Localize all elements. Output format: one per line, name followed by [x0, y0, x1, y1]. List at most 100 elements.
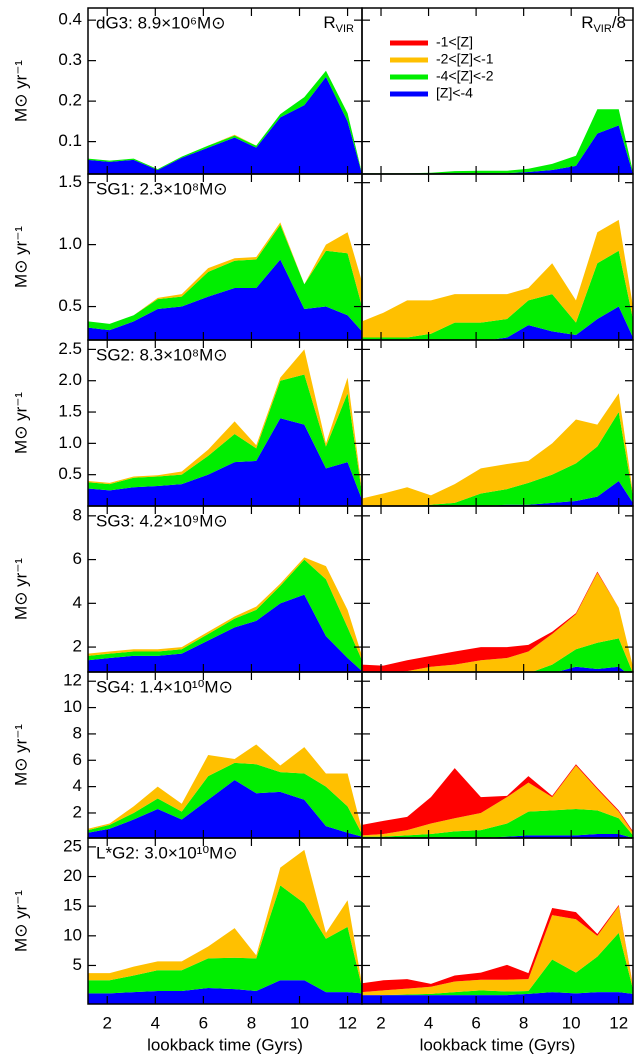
radius-label: RVIR: [323, 13, 354, 34]
area-band: [88, 76, 362, 174]
area-band: [362, 125, 633, 174]
x-tick-label: 2: [102, 1013, 111, 1032]
area-band: [362, 764, 633, 836]
plot-area: [362, 904, 633, 1004]
area-band: [556, 666, 626, 672]
area-band: [88, 885, 362, 994]
radius-tail: /8: [612, 13, 626, 32]
x-tick-label: 8: [247, 1013, 256, 1032]
y-tick-label: 1.5: [58, 172, 82, 191]
y-tick-label: 0.4: [58, 10, 82, 29]
x-tick-label: 8: [519, 1013, 528, 1032]
plot-area: [88, 222, 362, 340]
y-tick-label: 20: [63, 866, 82, 885]
y-tick-label: 2: [73, 637, 82, 656]
x-tick-label: 4: [424, 1013, 433, 1032]
area-band: [362, 571, 633, 672]
x-axis-label: lookback time (Gyrs): [147, 1035, 303, 1054]
panel-title: SG1: 2.3×10⁸M⊙: [96, 179, 228, 198]
area-band: [362, 219, 633, 338]
x-tick-label: 4: [151, 1013, 160, 1032]
legend-label: -2<[Z]<-1: [436, 51, 494, 67]
y-tick-label: 0.5: [58, 464, 82, 483]
y-tick-label: 8: [73, 505, 82, 524]
area-band: [362, 412, 633, 506]
y-tick-label: 0.1: [58, 131, 82, 150]
area-band: [397, 572, 633, 672]
area-band: [88, 224, 362, 332]
y-tick-label: 2: [73, 802, 82, 821]
x-tick-label: 6: [471, 1013, 480, 1032]
plot-area: [362, 571, 633, 672]
legend-label: -1<[Z]: [436, 34, 473, 50]
y-tick-label: 8: [73, 723, 82, 742]
area-band: [362, 809, 633, 838]
area-band: [88, 849, 362, 988]
plot-area: [362, 764, 633, 838]
panel-title: SG2: 8.3×10⁸M⊙: [96, 345, 228, 364]
area-band: [88, 744, 362, 835]
radius-main: R: [323, 13, 335, 32]
plot-area: [88, 849, 362, 1004]
y-tick-label: 10: [63, 697, 82, 716]
radius-sub: VIR: [593, 23, 611, 35]
y-axis-label: M⊙ yr⁻¹: [11, 558, 30, 620]
area-band: [362, 904, 633, 993]
panel-title: SG3: 4.2×10⁹M⊙: [96, 511, 228, 530]
y-tick-label: 1.0: [58, 433, 82, 452]
area-band: [88, 259, 362, 340]
y-tick-label: 0.3: [58, 50, 82, 69]
area-band: [489, 306, 633, 340]
y-tick-label: 25: [63, 836, 82, 855]
x-tick-label: 12: [609, 1013, 628, 1032]
y-tick-label: 10: [63, 925, 82, 944]
x-tick-label: 10: [562, 1013, 581, 1032]
y-axis-label: M⊙ yr⁻¹: [11, 890, 30, 952]
radius-main: R: [581, 13, 593, 32]
area-band: [88, 762, 362, 837]
y-axis-label: M⊙ yr⁻¹: [11, 60, 30, 122]
plot-area: [88, 349, 362, 506]
y-axis-label: M⊙ yr⁻¹: [11, 392, 30, 454]
y-tick-label: 0.5: [58, 296, 82, 315]
area-band: [88, 594, 362, 672]
y-tick-label: 1.0: [58, 234, 82, 253]
area-band: [362, 765, 633, 837]
area-band: [531, 638, 633, 672]
y-tick-label: 0.2: [58, 91, 82, 110]
y-tick-label: 4: [73, 593, 82, 612]
area-band: [362, 250, 633, 340]
panel-title: L*G2: 3.0×10¹⁰M⊙: [96, 843, 238, 862]
y-tick-label: 2.5: [58, 339, 82, 358]
x-tick-label: 12: [338, 1013, 357, 1032]
y-tick-label: 4: [73, 776, 82, 795]
y-axis-label: M⊙ yr⁻¹: [11, 226, 30, 288]
x-axis-label: lookback time (Gyrs): [420, 1035, 576, 1054]
y-tick-label: 12: [63, 671, 82, 690]
area-band: [362, 932, 633, 996]
radius-sub: VIR: [336, 23, 354, 35]
legend-label: -4<[Z]<-2: [436, 68, 494, 84]
area-band: [362, 834, 633, 838]
area-band: [362, 480, 633, 506]
plot-area: [362, 219, 633, 340]
area-band: [362, 992, 633, 1004]
area-band: [362, 906, 633, 996]
panel-frame: [361, 837, 634, 1005]
plot-area: [362, 393, 633, 506]
area-band: [88, 418, 362, 506]
plot-area: [362, 109, 633, 174]
y-tick-label: 5: [73, 955, 82, 974]
y-tick-label: 2.0: [58, 370, 82, 389]
panel-title: SG4: 1.4×10¹⁰M⊙: [96, 677, 233, 696]
plot-area: [88, 557, 362, 672]
panel-title: dG3: 8.9×10⁶M⊙: [96, 13, 225, 32]
y-tick-label: 1.5: [58, 402, 82, 421]
y-tick-label: 6: [73, 750, 82, 769]
plot-area: [88, 70, 362, 174]
x-tick-label: 10: [290, 1013, 309, 1032]
legend-label: [Z]<-4: [436, 85, 473, 101]
y-axis-label: M⊙ yr⁻¹: [11, 724, 30, 786]
x-tick-label: 6: [199, 1013, 208, 1032]
